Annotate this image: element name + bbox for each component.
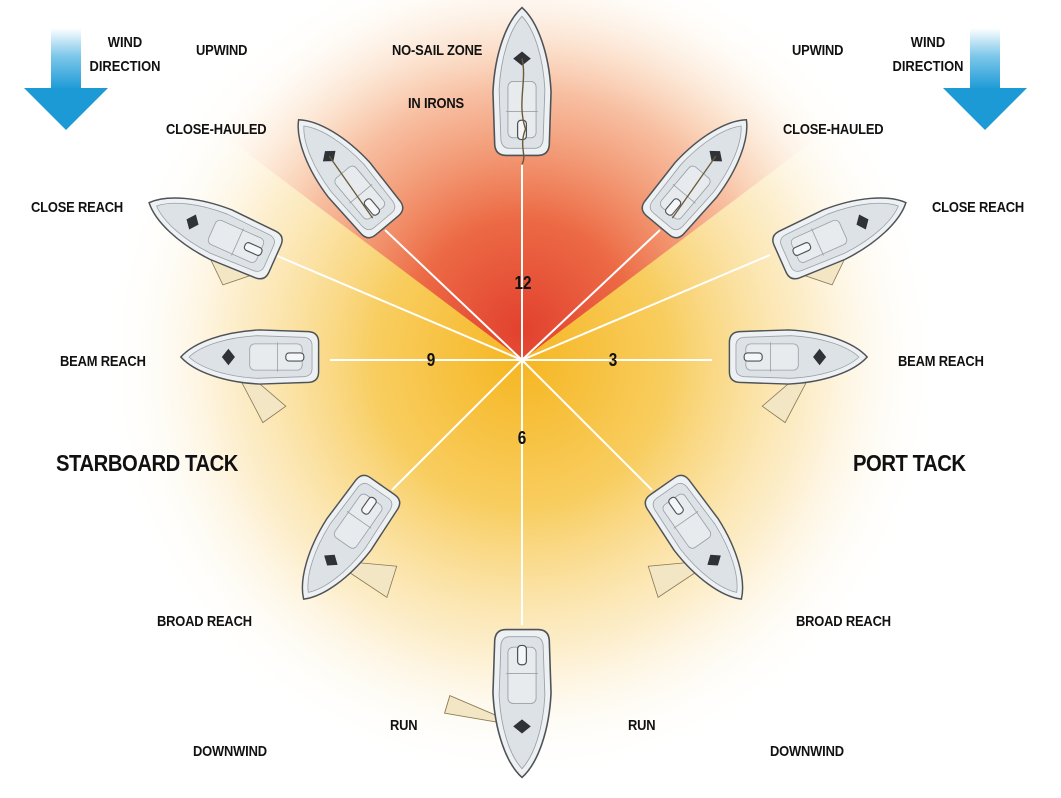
label-broad-reach-left: BROAD REACH xyxy=(157,613,252,630)
label-run-right: RUN xyxy=(628,717,656,734)
boat-beam-reach-starboard xyxy=(180,329,320,424)
clock-number-9: 9 xyxy=(426,350,436,370)
label-no-sail-zone: NO-SAIL ZONE xyxy=(392,42,483,59)
label-starboard-tack: STARBOARD TACK xyxy=(56,450,238,476)
label-run-left: RUN xyxy=(390,717,418,734)
wind-direction-label-right: WIND DIRECTION xyxy=(892,34,964,75)
label-broad-reach-right: BROAD REACH xyxy=(796,613,891,630)
label-in-irons: IN IRONS xyxy=(408,95,464,112)
boat-run xyxy=(443,628,552,779)
label-close-reach-left: CLOSE REACH xyxy=(31,199,124,216)
clock-number-3: 3 xyxy=(608,350,618,370)
boat-close-hauled-starboard xyxy=(277,101,409,244)
boat-broad-reach-starboard xyxy=(280,470,406,616)
label-close-hauled-right: CLOSE-HAULED xyxy=(783,121,884,138)
label-downwind-left: DOWNWIND xyxy=(193,743,267,760)
clock-number-12: 12 xyxy=(514,273,532,293)
boat-close-reach-port xyxy=(768,177,918,286)
boat-beam-reach-port xyxy=(728,329,868,424)
wind-arrow-icon-left xyxy=(24,28,108,130)
boat-in-irons xyxy=(492,6,552,165)
wind-direction-label-left: WIND DIRECTION xyxy=(89,34,161,75)
label-close-reach-right: CLOSE REACH xyxy=(932,199,1025,216)
wind-arrow-icon-right xyxy=(943,28,1027,130)
heading-spokes xyxy=(274,165,771,625)
label-beam-reach-right: BEAM REACH xyxy=(898,353,984,370)
label-upwind-right: UPWIND xyxy=(792,42,844,59)
label-upwind-left: UPWIND xyxy=(196,42,248,59)
label-close-hauled-left: CLOSE-HAULED xyxy=(166,121,267,138)
boat-close-hauled-port xyxy=(636,101,768,244)
label-beam-reach-left: BEAM REACH xyxy=(60,353,146,370)
clock-number-6: 6 xyxy=(517,428,527,448)
boat-broad-reach-port xyxy=(639,470,765,616)
boat-close-reach-starboard xyxy=(137,177,287,286)
label-port-tack: PORT TACK xyxy=(853,450,966,476)
label-downwind-right: DOWNWIND xyxy=(770,743,844,760)
